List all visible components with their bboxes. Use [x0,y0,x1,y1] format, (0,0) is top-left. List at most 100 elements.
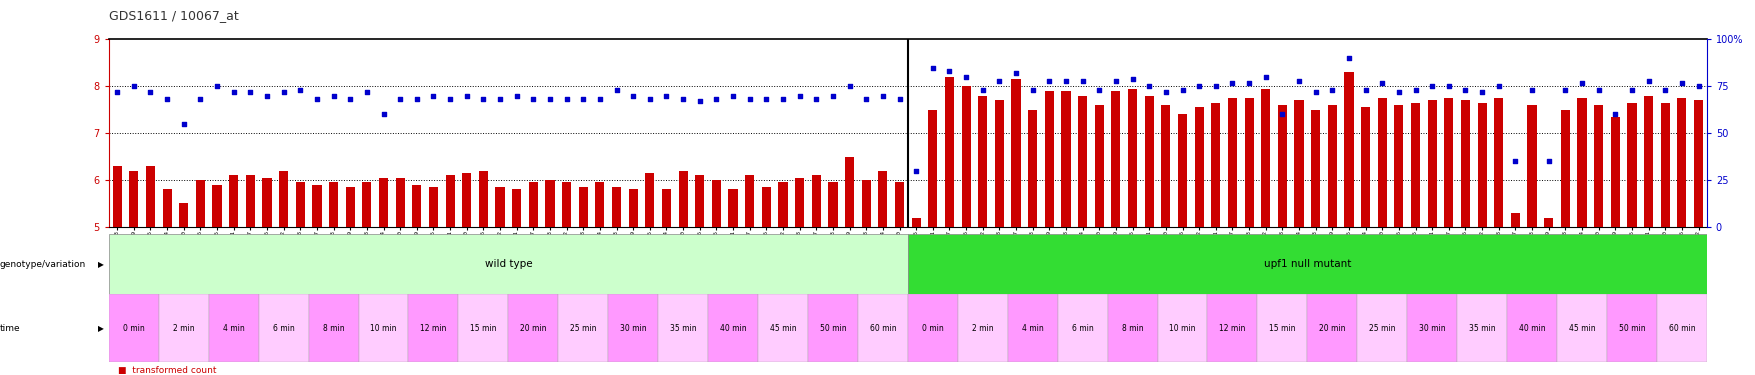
Bar [1060,91,1071,227]
Point [784,93,813,99]
Bar [1494,98,1502,227]
Point [1650,87,1678,93]
Text: 12 min: 12 min [1218,324,1244,333]
Bar [328,182,339,227]
Bar [362,182,372,227]
Point [104,89,132,95]
Bar [1260,88,1269,227]
Bar [995,100,1004,227]
Bar [1327,105,1336,227]
Point [1100,78,1128,84]
Bar [558,294,607,362]
Bar [295,182,305,227]
Bar [595,182,604,227]
Point [1318,87,1346,93]
Text: 35 min: 35 min [669,324,697,333]
Bar [1660,103,1669,227]
Bar [1576,98,1587,227]
Text: 50 min: 50 min [1618,324,1644,333]
Text: 10 min: 10 min [370,324,397,333]
Point [569,96,597,102]
Point [369,111,397,117]
Bar [728,189,737,227]
Bar [112,166,121,227]
Bar [1157,294,1207,362]
Bar [528,182,537,227]
Bar [1306,294,1357,362]
Bar [209,294,258,362]
Point [435,96,463,102]
Bar [109,294,158,362]
Bar [1457,294,1506,362]
Bar [1211,103,1220,227]
Bar [758,294,807,362]
Bar [509,294,558,362]
Point [1451,87,1479,93]
Bar [379,178,388,227]
Text: 10 min: 10 min [1169,324,1195,333]
Text: 6 min: 6 min [1071,324,1093,333]
Text: 4 min: 4 min [223,324,244,333]
Bar [1509,213,1520,227]
Point [1185,83,1213,89]
Bar [130,171,139,227]
Point [1434,83,1462,89]
Bar [1427,100,1436,227]
Bar [878,171,886,227]
Bar [1078,96,1086,227]
Text: upf1 null mutant: upf1 null mutant [1264,260,1350,269]
Bar [1178,114,1186,227]
Text: 2 min: 2 min [172,324,195,333]
Point [170,121,198,127]
Bar [462,173,470,227]
Bar [862,180,870,227]
Point [535,96,563,102]
Bar [844,157,853,227]
Point [1334,55,1362,61]
Bar [1506,294,1557,362]
Point [951,74,979,80]
Point [286,87,314,93]
Point [519,96,548,102]
Point [1118,76,1146,82]
Bar [858,294,907,362]
Point [735,96,763,102]
Bar [828,182,837,227]
Bar [212,185,221,227]
Point [402,96,430,102]
Point [1667,80,1695,86]
Bar [358,294,409,362]
Bar [1244,98,1253,227]
Text: 20 min: 20 min [1318,324,1344,333]
Point [419,93,448,99]
Text: time: time [0,324,21,333]
Bar [428,187,437,227]
Point [502,93,530,99]
Point [802,96,830,102]
Bar [1311,110,1320,227]
Point [186,96,214,102]
Bar [279,171,288,227]
Text: 50 min: 50 min [820,324,846,333]
Bar [1357,294,1406,362]
Point [270,89,298,95]
Bar [811,176,820,227]
Point [586,96,614,102]
Point [851,96,879,102]
Bar [1643,96,1651,227]
Point [1069,78,1097,84]
Point [1534,158,1562,164]
Point [302,96,330,102]
Bar [1227,98,1236,227]
Bar [662,189,670,227]
Point [1351,87,1379,93]
Text: 15 min: 15 min [1269,324,1295,333]
Bar [962,86,971,227]
Bar [479,171,488,227]
Bar [1560,110,1569,227]
Point [718,93,746,99]
Text: 60 min: 60 min [1667,324,1694,333]
Bar [1606,294,1657,362]
Bar [744,176,755,227]
Bar [1378,98,1386,227]
